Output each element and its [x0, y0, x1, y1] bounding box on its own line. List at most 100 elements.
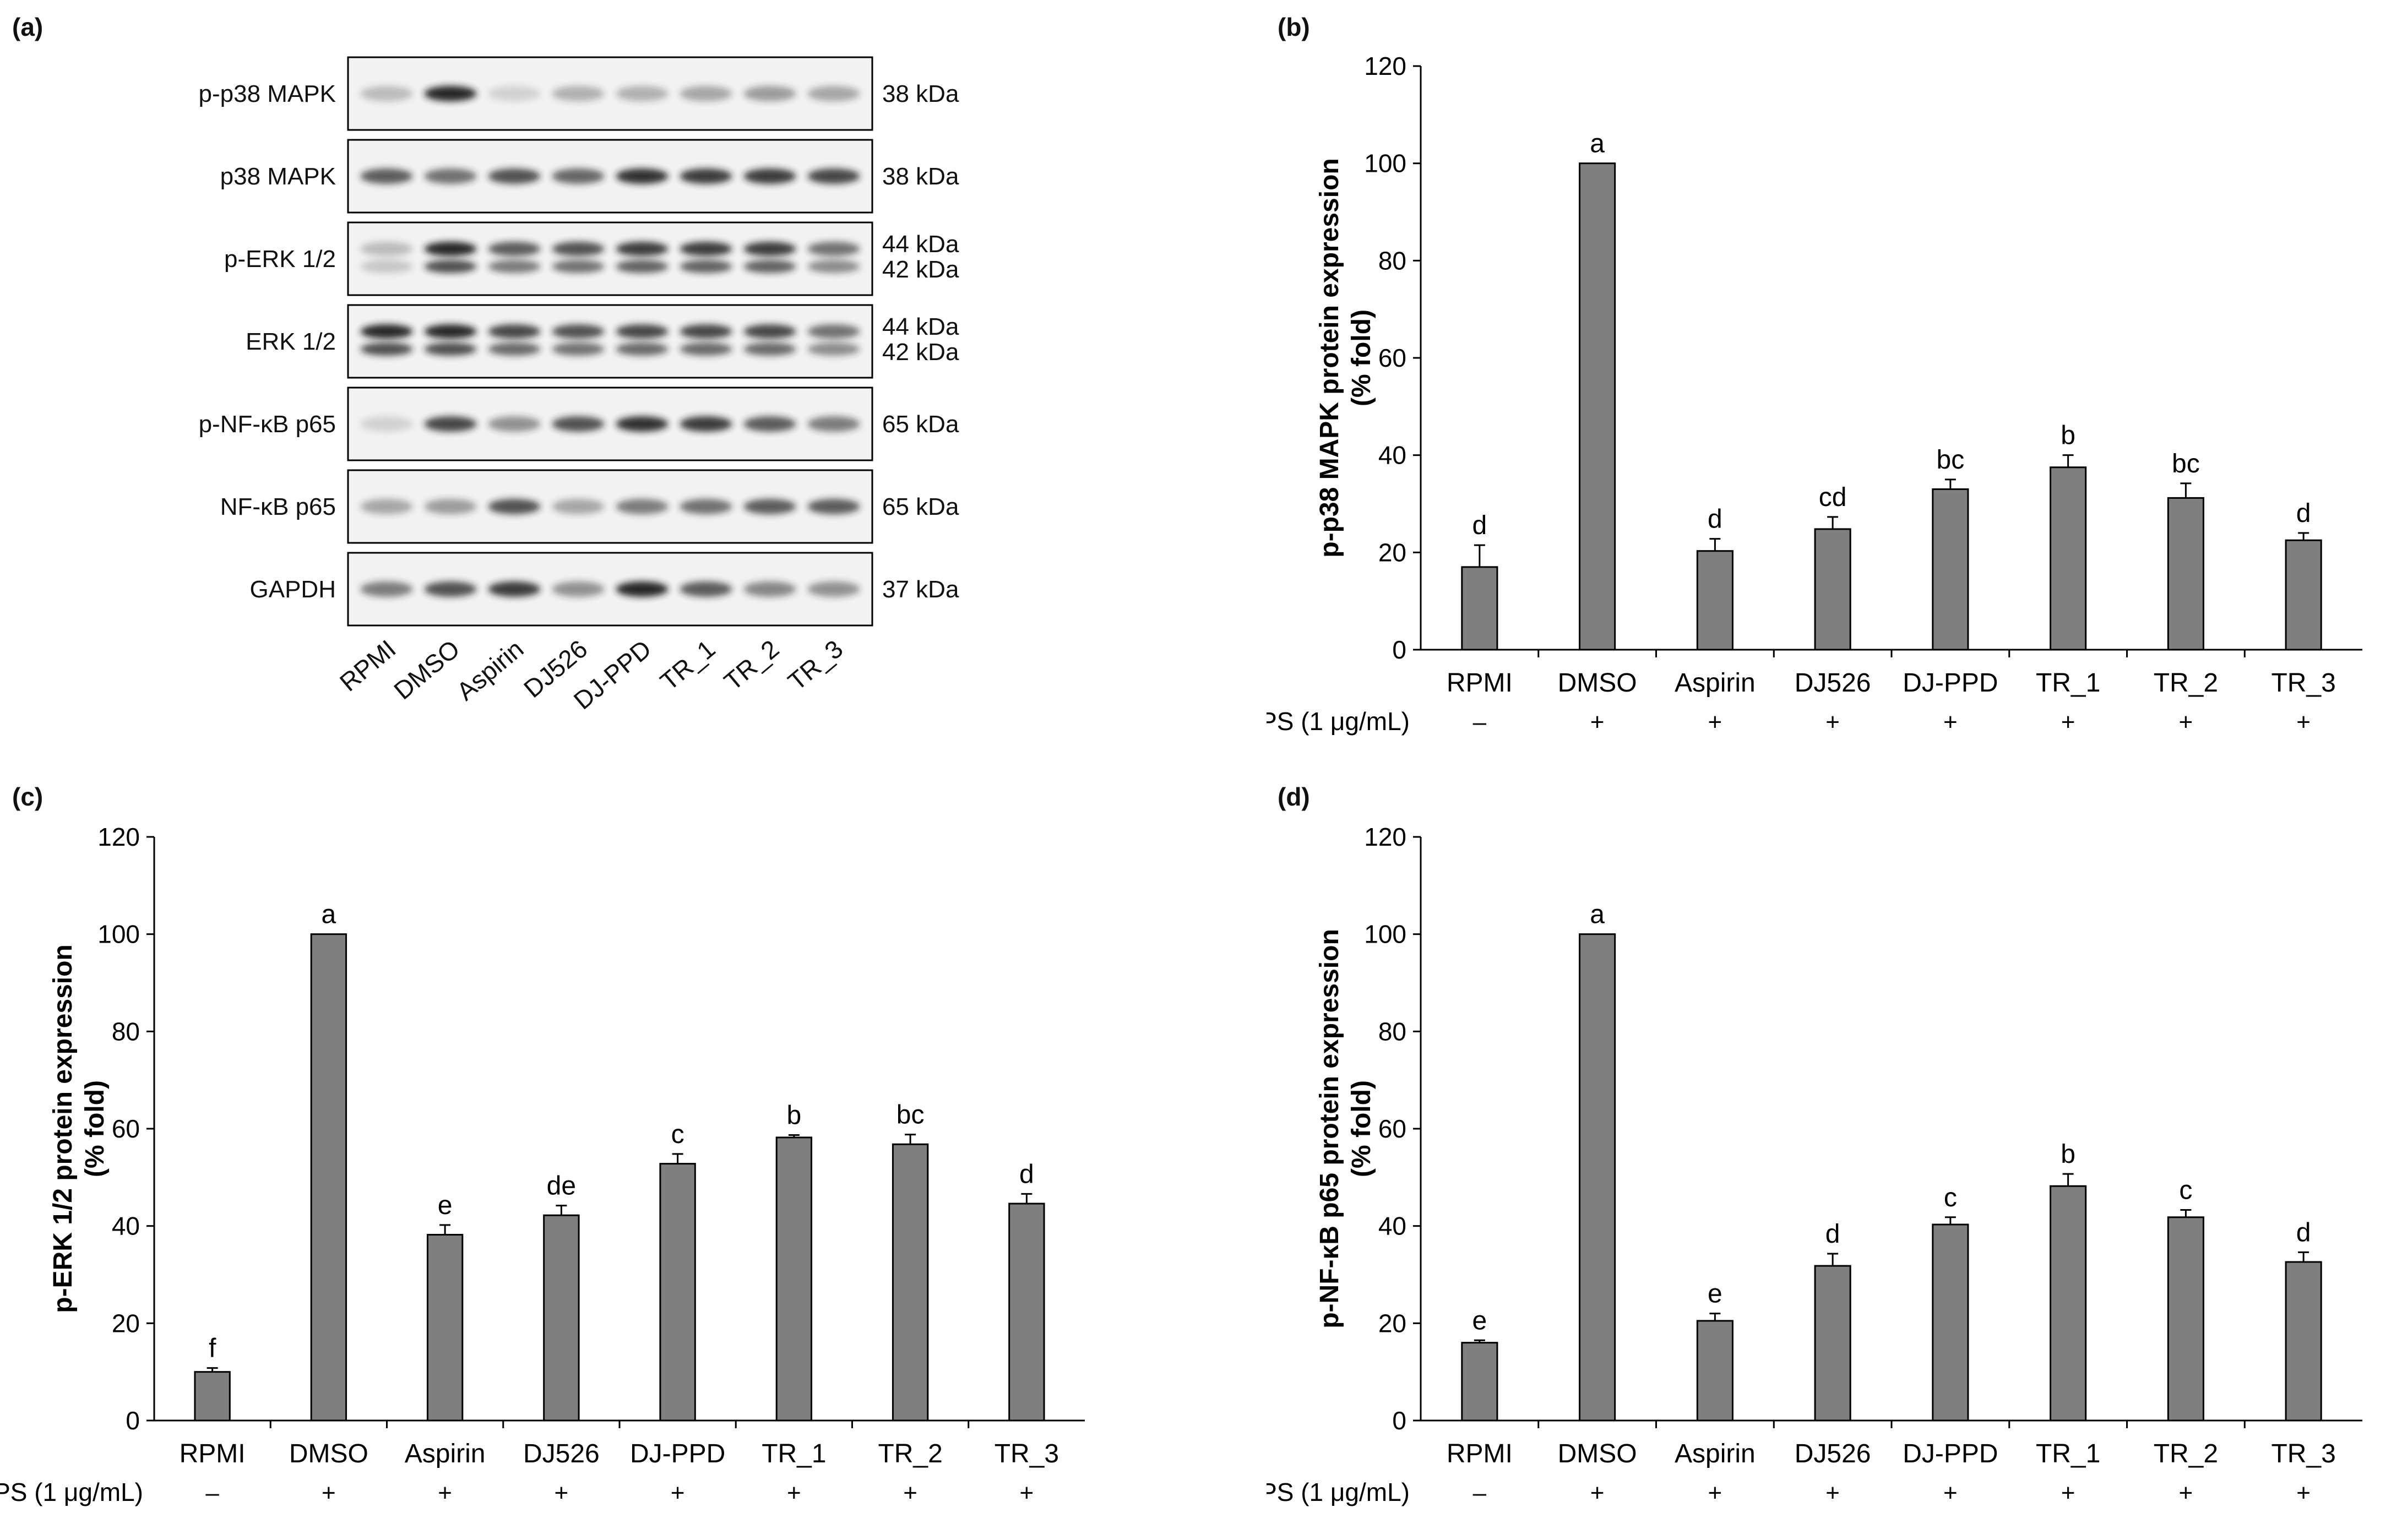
y-tick-label: 20 [1378, 538, 1406, 567]
blot-row-label: p-p38 MAPK [199, 80, 336, 107]
blot-band [424, 324, 477, 339]
blot-band [680, 168, 732, 184]
blot-lane-label: RPMI [334, 634, 401, 697]
blot-band [424, 342, 477, 356]
lps-label: LPS (1 μg/mL) [1267, 707, 1410, 736]
blot-band [488, 416, 541, 432]
blot-band [488, 260, 541, 273]
x-tick-label: TR_2 [878, 1439, 942, 1468]
lps-sign: + [555, 1479, 569, 1506]
blot-band [424, 581, 477, 597]
bar-chart-p-nf-kb-p65: 0 20 40 60 80 100 120 p-NF-κB p65 protein expre… [1267, 823, 2362, 1506]
blot-band [552, 324, 605, 339]
lps-label: LPS (1 μg/mL) [0, 1478, 143, 1506]
kda-label: 38 kDa [882, 163, 959, 190]
blot-lane-label: TR_2 [719, 634, 785, 696]
blot-band [743, 242, 796, 256]
blot-row-label: p38 MAPK [220, 163, 336, 190]
x-tick-label: RPMI [1447, 1439, 1513, 1468]
panel-label-b: (b) [1278, 13, 1310, 41]
x-tick-label: RPMI [1447, 668, 1513, 698]
significance-letter: c [2179, 1176, 2192, 1205]
significance-letter: e [438, 1191, 453, 1220]
blot-band [424, 416, 477, 432]
bar-tr-1 [775, 1136, 813, 1422]
lps-sign: + [2061, 1479, 2075, 1506]
blot-row-label: ERK 1/2 [246, 328, 336, 355]
y-tick-label: 100 [1364, 149, 1406, 178]
blot-band [680, 260, 732, 273]
blot-band [743, 342, 796, 356]
blot-band [680, 581, 732, 597]
y-axis-label: p-p38 MAPK protein expression [1315, 158, 1344, 557]
blot-band [680, 342, 732, 356]
blot-row-p-nf-b-p65: p-NF-κB p65 65 kDa [199, 387, 959, 461]
blot-band [424, 86, 477, 101]
blot-band [552, 499, 605, 514]
bar-tr-3 [2285, 539, 2322, 651]
bar-tr-3 [2285, 1261, 2322, 1422]
significance-letter: f [209, 1334, 216, 1363]
blot-band [552, 342, 605, 356]
significance-letter: c [671, 1120, 684, 1149]
bar-rpmi [1461, 1342, 1498, 1422]
y-tick-label: 80 [1378, 1017, 1406, 1046]
blot-row-p38-mapk: p38 MAPK 38 kDa [220, 139, 959, 214]
lps-sign: + [2061, 709, 2075, 736]
blot-band [743, 260, 796, 273]
bar-dj-ppd [659, 1163, 696, 1422]
bar-tr-1 [2050, 466, 2087, 651]
y-tick-label: 0 [126, 1406, 140, 1435]
bar-chart-p-erk-1-2: 0 20 40 60 80 100 120 p-ERK 1/2 protein express… [0, 823, 1085, 1506]
significance-letter: cd [1819, 483, 1847, 512]
blot-band [616, 342, 669, 356]
lps-sign: + [438, 1479, 452, 1506]
x-tick-label: DJ-PPD [630, 1439, 725, 1468]
lps-sign: + [1708, 1479, 1722, 1506]
blot-band [488, 168, 541, 184]
lps-sign: + [1825, 1479, 1840, 1506]
blot-band [807, 260, 860, 273]
x-tick-label: DJ526 [1795, 668, 1871, 698]
panel-label-d: (d) [1278, 782, 1310, 811]
blot-band [424, 168, 477, 184]
significance-letter: bc [1937, 445, 1965, 475]
bar-chart-p-p38-mapk: 0 20 40 60 80 100 120 p-p38 MAPK protein expres… [1267, 52, 2362, 736]
blot-band [743, 168, 796, 184]
y-tick-label: 120 [97, 823, 140, 851]
blot-band [807, 416, 860, 432]
lps-sign: + [2179, 709, 2193, 736]
y-tick-label: 120 [1364, 823, 1406, 851]
x-tick-label: TR_1 [2036, 1439, 2100, 1468]
kda-label: 44 kDa [882, 313, 959, 340]
significance-letter: bc [2172, 449, 2200, 478]
significance-letter: a [1590, 129, 1605, 159]
significance-letter: b [787, 1101, 802, 1130]
bar-aspirin [1696, 1320, 1734, 1422]
blot-band [743, 86, 796, 101]
bar-dj526 [1814, 528, 1851, 651]
significance-letter: d [1019, 1160, 1034, 1189]
x-tick-label: TR_3 [995, 1439, 1059, 1468]
bar-dj-ppd [1932, 1223, 1969, 1422]
blot-band [552, 260, 605, 273]
y-axis-label: p-NF-κB p65 protein expression [1315, 929, 1344, 1329]
y-axis-label: (% fold) [80, 1080, 110, 1177]
blot-band [424, 499, 477, 514]
blot-band [552, 242, 605, 256]
lps-label: LPS (1 μg/mL) [1267, 1478, 1410, 1506]
panel-label-c: (c) [12, 782, 44, 811]
significance-letter: a [1590, 900, 1605, 929]
x-tick-label: TR_1 [762, 1439, 826, 1468]
bar-aspirin [1696, 550, 1734, 651]
bar-rpmi [194, 1371, 231, 1422]
lps-sign: + [2296, 1479, 2311, 1506]
blot-lane-label: Aspirin [451, 634, 529, 706]
x-tick-label: TR_1 [2036, 668, 2100, 698]
blot-band [360, 342, 413, 356]
blot-band [616, 499, 669, 514]
kda-label: 38 kDa [882, 80, 959, 107]
y-tick-label: 100 [97, 920, 140, 949]
blot-band [807, 499, 860, 514]
x-tick-label: RPMI [180, 1439, 246, 1468]
